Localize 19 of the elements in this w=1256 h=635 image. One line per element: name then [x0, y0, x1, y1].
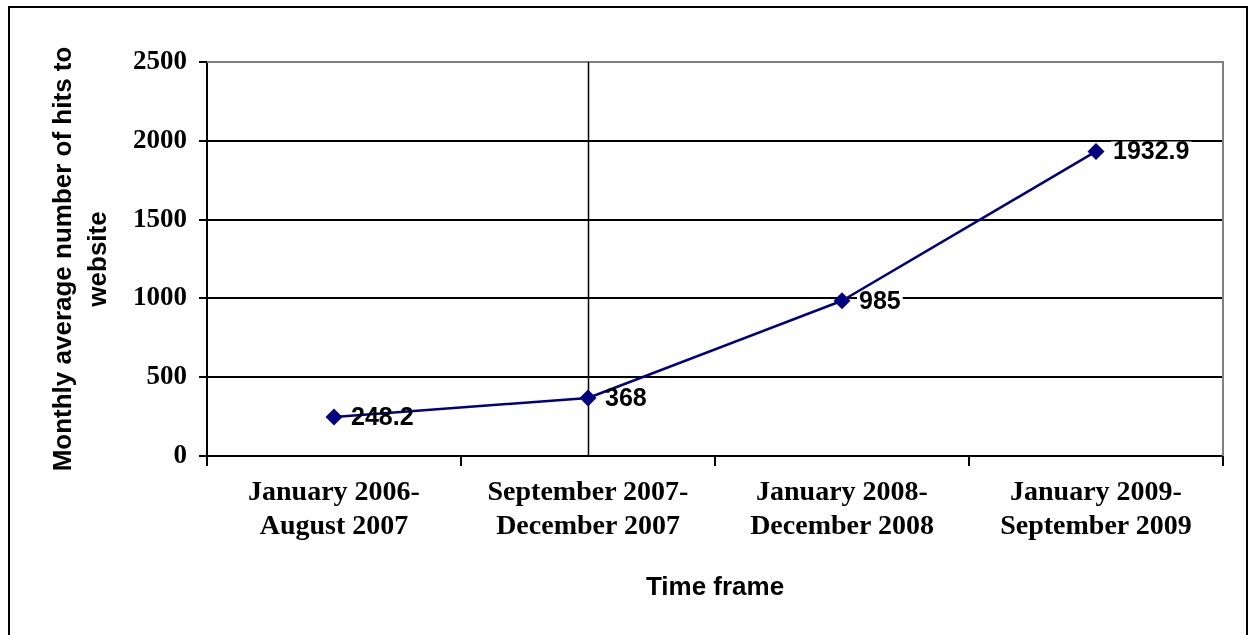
x-tick-label: September 2007-December 2007	[487, 475, 689, 540]
y-tick-label: 2000	[133, 123, 187, 154]
data-label: 368	[605, 382, 647, 411]
x-tick-label: January 2008-December 2008	[750, 475, 934, 540]
y-tick-label: 1500	[133, 202, 187, 233]
point	[325, 408, 343, 426]
x-tick-label: January 2009-September 2009	[1000, 475, 1192, 540]
y-tick-label: 1000	[133, 281, 187, 312]
point	[833, 292, 851, 310]
y-tick-label: 2500	[133, 44, 187, 75]
x-tick-label: January 2006-August 2007	[248, 475, 420, 540]
data-label: 1932.9	[1113, 136, 1190, 165]
data-label: 985	[859, 285, 901, 314]
y-tick-label: 500	[146, 360, 187, 391]
point	[1087, 142, 1105, 160]
x-axis-title: Time frame	[645, 570, 785, 601]
point	[579, 389, 597, 407]
y-axis-title: Monthly average number of hits to website	[46, 46, 112, 472]
y-tick-label: 0	[173, 438, 187, 469]
